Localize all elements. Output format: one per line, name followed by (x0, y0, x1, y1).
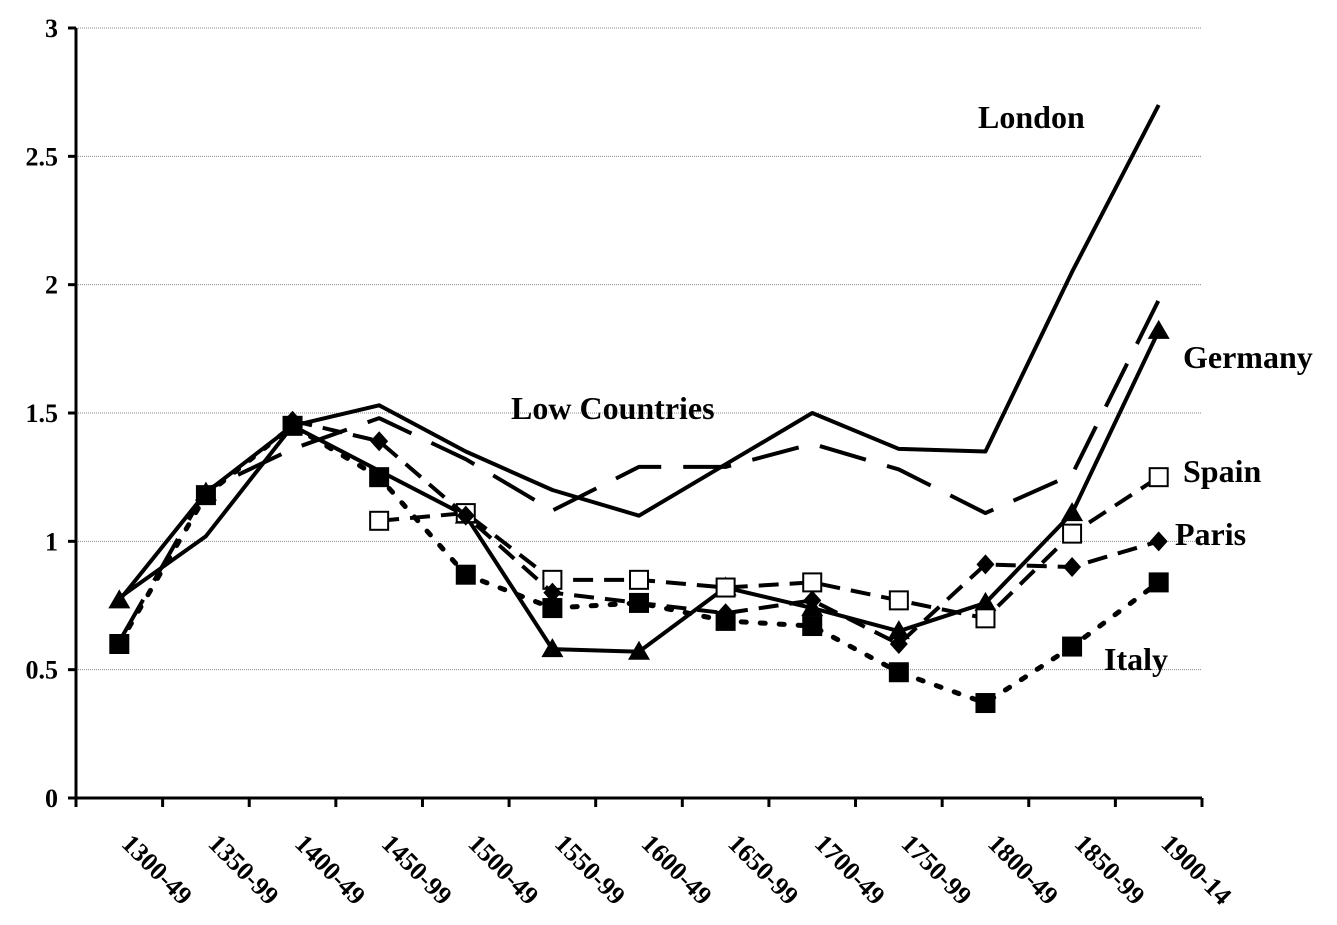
data-point-italy (542, 598, 563, 619)
data-point-italy (369, 467, 390, 488)
data-point-spain (1062, 523, 1083, 544)
data-point-germany (1147, 319, 1170, 339)
y-axis-ticks: 0 0.5 1 1.5 2 2.5 3 (26, 14, 76, 813)
data-point-germany (974, 591, 997, 611)
data-point-spain (369, 510, 390, 531)
data-point-paris (889, 634, 908, 654)
series-label-low-countries: Low Countries (511, 390, 715, 426)
data-point-italy (975, 693, 996, 714)
data-point-paris (1149, 531, 1168, 552)
y-tick-label: 0.5 (26, 656, 59, 685)
x-tick-label: 1850-99 (1069, 829, 1151, 911)
gridlines (76, 27, 1202, 671)
data-point-paris (456, 505, 475, 526)
series-spain (369, 467, 1169, 629)
data-point-spain (715, 577, 736, 598)
series-label-london: London (978, 99, 1085, 135)
data-point-germany (887, 620, 910, 640)
data-point-italy (455, 564, 476, 585)
data-point-italy (802, 616, 823, 637)
y-tick-label: 1 (45, 527, 58, 556)
series-line-london (118, 104, 1161, 600)
series-line-spain (378, 475, 1160, 621)
data-point-italy (282, 415, 303, 436)
data-point-spain (1148, 467, 1169, 488)
x-tick-label: 1400-49 (289, 829, 371, 911)
data-point-spain (629, 569, 649, 590)
data-point-paris (1063, 557, 1082, 577)
data-point-italy (1062, 636, 1083, 657)
x-tick-label: 1300-49 (116, 829, 198, 911)
data-point-germany (1061, 502, 1084, 522)
x-axis-ticks: 1300-49 1350-99 1400-49 1450-99 1500-49 1550-… (74, 798, 1237, 911)
series-line-low-countries (117, 299, 1161, 643)
data-point-paris (370, 431, 389, 452)
y-tick-label: 0 (45, 784, 58, 813)
series-label-italy: Italy (1104, 641, 1168, 677)
x-tick-label: 1550-99 (549, 829, 631, 911)
x-tick-label: 1650-99 (722, 829, 804, 911)
series-label-germany: Germany (1183, 339, 1313, 375)
x-tick-label: 1500-49 (463, 829, 545, 911)
data-point-germany (628, 640, 650, 660)
x-tick-label: 1600-49 (636, 829, 718, 911)
series-low-countries (117, 299, 1161, 643)
series-label-paris: Paris (1175, 516, 1246, 552)
x-tick-label: 1750-99 (896, 829, 978, 911)
data-point-spain (802, 572, 823, 593)
x-tick-label: 1450-99 (376, 829, 458, 911)
data-point-italy (1148, 572, 1169, 593)
x-tick-label: 1900-14 (1155, 829, 1237, 911)
series-line-paris (292, 418, 1160, 646)
data-point-spain (975, 608, 996, 629)
y-tick-label: 2.5 (26, 142, 59, 171)
y-tick-label: 1.5 (26, 399, 59, 428)
y-tick-label: 2 (45, 271, 58, 300)
data-point-germany (541, 638, 564, 658)
data-point-spain (888, 590, 909, 611)
series-london (118, 104, 1161, 600)
x-tick-label: 1350-99 (203, 829, 285, 911)
data-point-italy (629, 592, 649, 613)
y-tick-label: 3 (45, 14, 58, 43)
data-point-paris (543, 582, 562, 603)
x-tick-label: 1800-49 (982, 829, 1064, 911)
series-italy (109, 415, 1169, 714)
data-point-italy (888, 662, 909, 683)
data-point-germany (108, 589, 131, 609)
data-point-italy (195, 485, 216, 506)
data-point-paris (803, 590, 822, 611)
series-group (108, 104, 1170, 714)
series-label-spain: Spain (1183, 453, 1261, 489)
data-point-paris (976, 554, 995, 575)
data-point-italy (109, 634, 130, 654)
x-tick-label: 1700-49 (809, 829, 891, 911)
series-labels: London Low Countries Germany Spain Paris Ital… (511, 99, 1313, 677)
data-point-italy (715, 610, 736, 631)
